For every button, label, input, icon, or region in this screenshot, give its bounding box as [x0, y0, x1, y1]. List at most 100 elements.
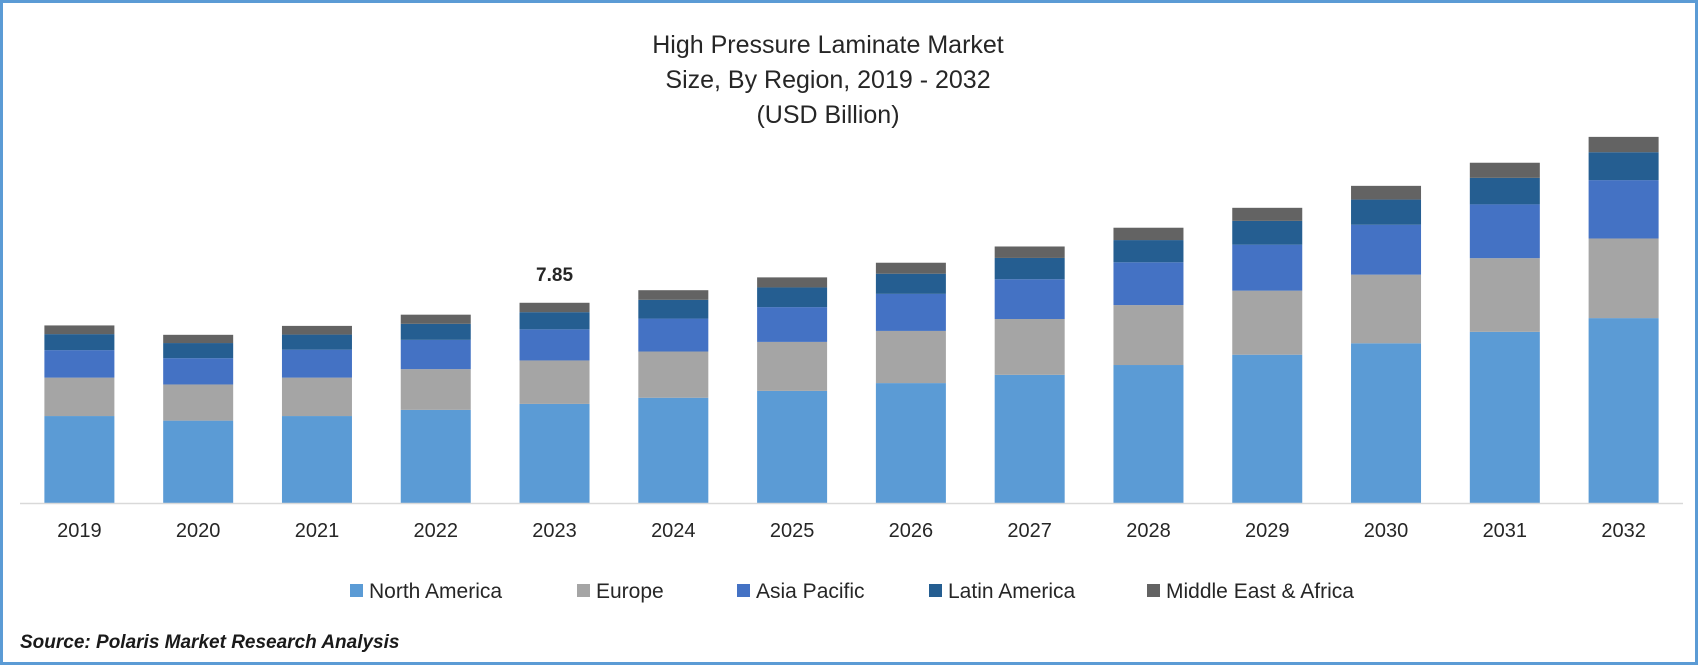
bar-segment [1469, 258, 1540, 332]
bar-segment [1113, 227, 1184, 241]
bar-segment [757, 341, 828, 391]
bar-segment [1113, 240, 1184, 263]
bar-segment [638, 351, 709, 398]
x-tick-label: 2021 [295, 520, 340, 542]
x-tick-label: 2020 [176, 520, 221, 542]
bar-segment [638, 397, 709, 503]
bar-segment [1113, 305, 1184, 366]
bar-segment [757, 307, 828, 342]
x-tick-label: 2022 [414, 520, 459, 542]
x-tick-label: 2030 [1364, 520, 1409, 542]
x-tick-label: 2032 [1601, 520, 1646, 542]
chart-title: High Pressure Laminate Market Size, By Re… [652, 31, 1004, 129]
bar-segment [994, 319, 1065, 375]
bar-segment [400, 323, 471, 340]
x-tick-label: 2025 [770, 520, 815, 542]
bar-segment [1588, 238, 1659, 319]
bar-segment [638, 318, 709, 352]
bar-segment [44, 416, 115, 503]
bars [44, 136, 1659, 503]
bar-segment [1351, 224, 1422, 275]
x-tick-label: 2026 [889, 520, 934, 542]
bar-segment [1351, 343, 1422, 503]
bar-segment [875, 383, 946, 503]
bar-segment [638, 299, 709, 319]
bar-segment [994, 374, 1065, 503]
data-label: 7.85 [536, 265, 573, 286]
bar-segment [44, 334, 115, 351]
bar-segment [44, 325, 115, 335]
legend-swatch [737, 584, 750, 597]
bar-segment [163, 384, 234, 421]
bar-segment [400, 339, 471, 370]
bar-segment [1232, 220, 1303, 245]
bar-segment [519, 403, 590, 503]
bar-segment [1588, 180, 1659, 239]
bar-segment [875, 262, 946, 274]
bar-segment [1351, 274, 1422, 344]
bar-segment [875, 273, 946, 294]
bar-segment [875, 293, 946, 331]
bar-segment [757, 277, 828, 288]
bar-segment [1588, 318, 1659, 503]
bar-segment [163, 358, 234, 385]
bar-segment [400, 369, 471, 410]
source-note: Source: Polaris Market Research Analysis [20, 632, 400, 653]
x-tick-label: 2027 [1007, 520, 1052, 542]
bar-segment [994, 246, 1065, 258]
bar-segment [44, 377, 115, 417]
legend-swatch [929, 584, 942, 597]
bar-segment [163, 420, 234, 503]
bar-segment [638, 290, 709, 300]
x-tick-label: 2024 [651, 520, 696, 542]
bar-segment [163, 334, 234, 344]
x-tick-label: 2029 [1245, 520, 1290, 542]
bar-segment [1232, 207, 1303, 221]
bar-segment [1351, 185, 1422, 200]
bar-segment [1469, 162, 1540, 178]
stacked-bar-chart: High Pressure Laminate Market Size, By Re… [20, 31, 1683, 603]
chart-title-line: Size, By Region, 2019 - 2032 [665, 66, 990, 94]
bar-segment [281, 349, 352, 378]
bar-segment [519, 329, 590, 361]
x-axis: 2019 2020 2021 2022 2023 2024 2025 2026 2027 2028… [20, 502, 1683, 542]
bar-segment [757, 287, 828, 308]
legend-label: Asia Pacific [756, 580, 865, 603]
bar-segment [1232, 290, 1303, 355]
legend-label: Latin America [948, 580, 1076, 603]
bar-segment [400, 314, 471, 324]
bar-segment [281, 334, 352, 350]
x-tick-label: 2031 [1483, 520, 1528, 542]
legend-label: North America [369, 580, 502, 603]
bar-segment [1351, 199, 1422, 225]
bar-segment [994, 279, 1065, 320]
bar-segment [757, 390, 828, 503]
bar-segment [1588, 136, 1659, 153]
bar-segment [281, 325, 352, 335]
bar-segment [519, 312, 590, 330]
bar-segment [1113, 262, 1184, 306]
bar-segment [281, 416, 352, 503]
x-tick-label: 2028 [1126, 520, 1171, 542]
bar-segment [400, 409, 471, 503]
bar-segment [1232, 354, 1303, 503]
legend-label: Middle East & Africa [1166, 580, 1354, 603]
bar-segment [1113, 365, 1184, 503]
data-labels: 7.85 [536, 265, 573, 286]
legend: North America Europe Asia Pacific Latin Ame… [350, 580, 1354, 603]
bar-segment [281, 377, 352, 417]
bar-segment [1469, 177, 1540, 205]
bar-segment [1469, 204, 1540, 259]
x-tick-label: 2023 [532, 520, 577, 542]
bar-segment [1469, 331, 1540, 503]
chart-title-line: High Pressure Laminate Market [652, 31, 1004, 59]
bar-segment [994, 257, 1065, 280]
x-tick-label: 2019 [57, 520, 102, 542]
bar-segment [1232, 244, 1303, 291]
legend-label: Europe [596, 580, 664, 603]
legend-swatch [350, 584, 363, 597]
bar-segment [44, 350, 115, 378]
bar-segment [163, 343, 234, 359]
legend-swatch [1147, 584, 1160, 597]
